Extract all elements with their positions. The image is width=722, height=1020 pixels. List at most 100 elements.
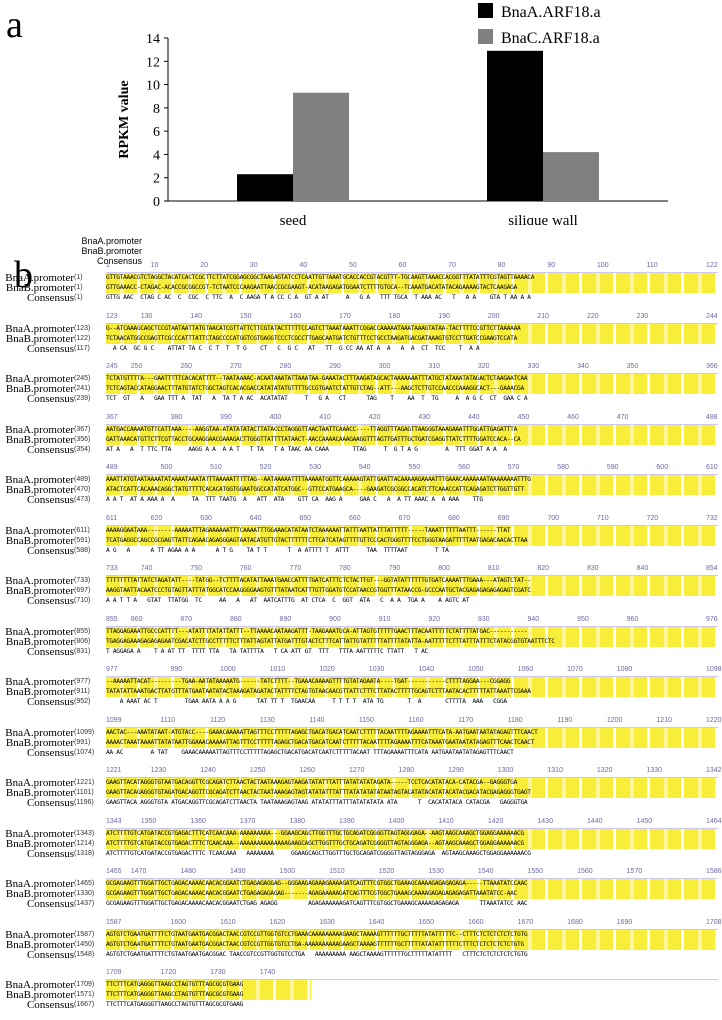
sequence-row-b: BnaB.promoter (1214) ATCTTTTGTCATGATACCGTG…: [0, 838, 722, 849]
sequence-text: GAAGTTACAGAGGGTGTAGATGACAGGTTCGCAGATCTTA…: [106, 788, 718, 798]
row-name: BnaA.promoter: [5, 827, 74, 840]
ruler-label: 1660: [467, 918, 484, 926]
sequence-row-a: BnaA.promoter (1709) TTCTTTCATGAGGGTTAAGCC…: [0, 980, 722, 991]
ruler-label: 290: [329, 363, 341, 370]
sequence-row-b: BnaB.promoter (1571) TTCTTTCATGAGGGTTAAGCC…: [0, 989, 722, 1001]
ruler-label: 1110: [160, 716, 176, 724]
row-start-position: (855): [74, 627, 91, 635]
sequence-text: GAAGTTACATAGGGTGTAATGACAGGTTCGCAGATCTTAA…: [106, 778, 718, 788]
ruler-label: 650: [299, 514, 312, 522]
ruler-label: 1221: [106, 767, 122, 774]
ruler-label: 940: [527, 615, 540, 623]
ruler-label: 380: [170, 413, 183, 421]
ruler-label: 1020: [319, 666, 335, 673]
ruler-label: 510: [210, 464, 222, 471]
row-name: Consensus: [26, 999, 74, 1011]
ruler-label: 1500: [279, 868, 296, 875]
ruler-label: 880: [229, 615, 242, 623]
block-divider: [106, 474, 718, 475]
consensus-row: Consensus (117) A CA GC G C ATTAT TA C C …: [0, 343, 722, 354]
consensus-row: Consensus (710) A A T T A GTAT TTATGG TC A…: [0, 596, 722, 607]
row-start-position: (473): [74, 496, 91, 503]
row-name: BnaB.promoter: [5, 989, 74, 1001]
row-name: BnaB.promoter: [5, 383, 74, 395]
ruler-label: 1560: [577, 868, 593, 875]
row-name: BnaA.promoter: [5, 373, 74, 385]
sequence-row-a: BnaA.promoter (611) AAAAGGAATAAA--------AA…: [0, 525, 722, 536]
sequence-text: TTCTTTCATGAGGGTTAAGCCTAGTGTTTAGCGCGTGAAG: [106, 990, 311, 1000]
row-name: Consensus: [26, 746, 74, 759]
ruler-label: 80: [497, 262, 506, 269]
ruler-label: 1708: [706, 918, 722, 926]
consensus-row: Consensus (1318) ATCTTTTGTCATGATACCGTGAGAC…: [0, 848, 722, 859]
row-name: BnaA.promoter: [5, 726, 74, 739]
ruler-label: 170: [339, 312, 351, 320]
sequence-text: TGAGGAGAAAGAGAGAGAATCGACATCTTGCCTTTTTCTT…: [106, 636, 718, 647]
sequence-row-a: BnaA.promoter (1343) ATCTTTTGTCATGATACCGTG…: [0, 827, 722, 840]
ruler-label: 630: [200, 514, 212, 522]
ruler-label: 1120: [210, 716, 226, 724]
sequence-text: ATACTCATTCACAAACAGGCTATGTTTTCACACATGGTGG…: [106, 485, 718, 495]
ruler-label: 1709: [106, 969, 122, 976]
consensus-row: Consensus (1196) GAAGTTACA AGGGTGTA ATGACA…: [0, 798, 722, 809]
ruler-label: 520: [259, 464, 272, 471]
consensus-row: Consensus (354) AT A A T TTC TTA AAGG A A …: [0, 444, 722, 455]
row-start-position: (1): [74, 294, 83, 301]
ruler-label: 690: [497, 514, 510, 522]
bar-silique-wall-1: [487, 50, 543, 201]
alignment-block: 733 740 750 760 770 780 790 800 810 820 830 840 854 B…: [0, 565, 722, 616]
ruler-label: 920: [428, 615, 440, 623]
row-name: BnaB.promoter: [5, 534, 74, 547]
sequence-text: TCTCAGTACCATAGGAACTTTATGTATCTGGCTAGTCACA…: [106, 384, 718, 394]
ruler-label: 732: [706, 514, 718, 522]
sequence-text: AATGACCAAAATGTTCATTAAA----AAGGTAA-ATATAT…: [106, 424, 718, 435]
row-start-position: (1074): [74, 748, 95, 756]
ruler-label: 300: [378, 363, 391, 370]
ruler-label: 620: [150, 514, 163, 522]
header-consensus: Consensus: [96, 256, 142, 266]
ruler-label: 270: [229, 363, 242, 370]
ruler-label: 590: [606, 464, 619, 471]
ruler-label: 20: [200, 262, 208, 269]
ruler-label: 420: [368, 413, 381, 421]
position-ruler: 123 130 140 150 160 170 180 190 200 210 220 230 244: [106, 313, 718, 322]
row-start-position: (1548): [74, 950, 95, 958]
ruler-label: 1240: [200, 767, 216, 774]
ruler-label: 1220: [706, 716, 722, 724]
ruler-label: 910: [378, 615, 391, 623]
ruler-label: 840: [636, 565, 649, 572]
block-divider: [106, 575, 718, 576]
position-ruler: 1221 1230 1240 1250 1260 1270 1280 1290 1300 1310…: [106, 767, 722, 776]
ruler-label: 245: [106, 363, 118, 370]
sequence-row-b: BnaB.promoter (591) TCATGAGGCCAGCCGCGAGTTA…: [0, 534, 722, 547]
ruler-label: 10: [150, 262, 159, 269]
ruler-label: 70: [448, 262, 456, 269]
ruler-label: 330: [527, 363, 540, 370]
ruler-label: 244: [706, 312, 718, 320]
ruler-label: 900: [329, 615, 341, 623]
ruler-label: 770: [289, 565, 302, 572]
ruler-label: 800: [438, 565, 450, 572]
ruler-label: 500: [160, 464, 173, 471]
ruler-label: 700: [547, 514, 559, 522]
row-name: Consensus: [26, 292, 74, 304]
header-bnab: BnaB.promoter: [81, 246, 142, 256]
row-name: BnaA.promoter: [5, 423, 74, 436]
ruler-label: 440: [467, 413, 480, 421]
sequence-row-a: BnaA.promoter (1) GTTGTAAACGTCTAGGCTACATCA…: [0, 273, 722, 284]
ruler-label: 570: [507, 464, 520, 471]
ruler-label: 1040: [418, 666, 434, 673]
row-start-position: (470): [74, 486, 91, 493]
row-start-position: (1587): [74, 930, 95, 938]
row-name: Consensus: [26, 696, 74, 708]
ruler-label: 1570: [626, 868, 643, 875]
ruler-label: 390: [220, 413, 232, 421]
ruler-label: 1070: [567, 666, 583, 673]
ruler-label: 1440: [586, 817, 603, 825]
consensus-row: Consensus (1667) TTCTTTCATGAGGGTTAAGCCTAGT…: [0, 999, 722, 1011]
ruler-label: 820: [537, 565, 550, 572]
y-tick-label: 10: [146, 79, 160, 94]
sequence-row-b: BnaB.promoter (991) AAAACTAAATAAAATTATATAA…: [0, 737, 722, 748]
ruler-label: 660: [348, 514, 361, 522]
position-ruler: 1343 1350 1360 1370 1380 1390 1400 1410 1420 1430…: [106, 817, 722, 827]
